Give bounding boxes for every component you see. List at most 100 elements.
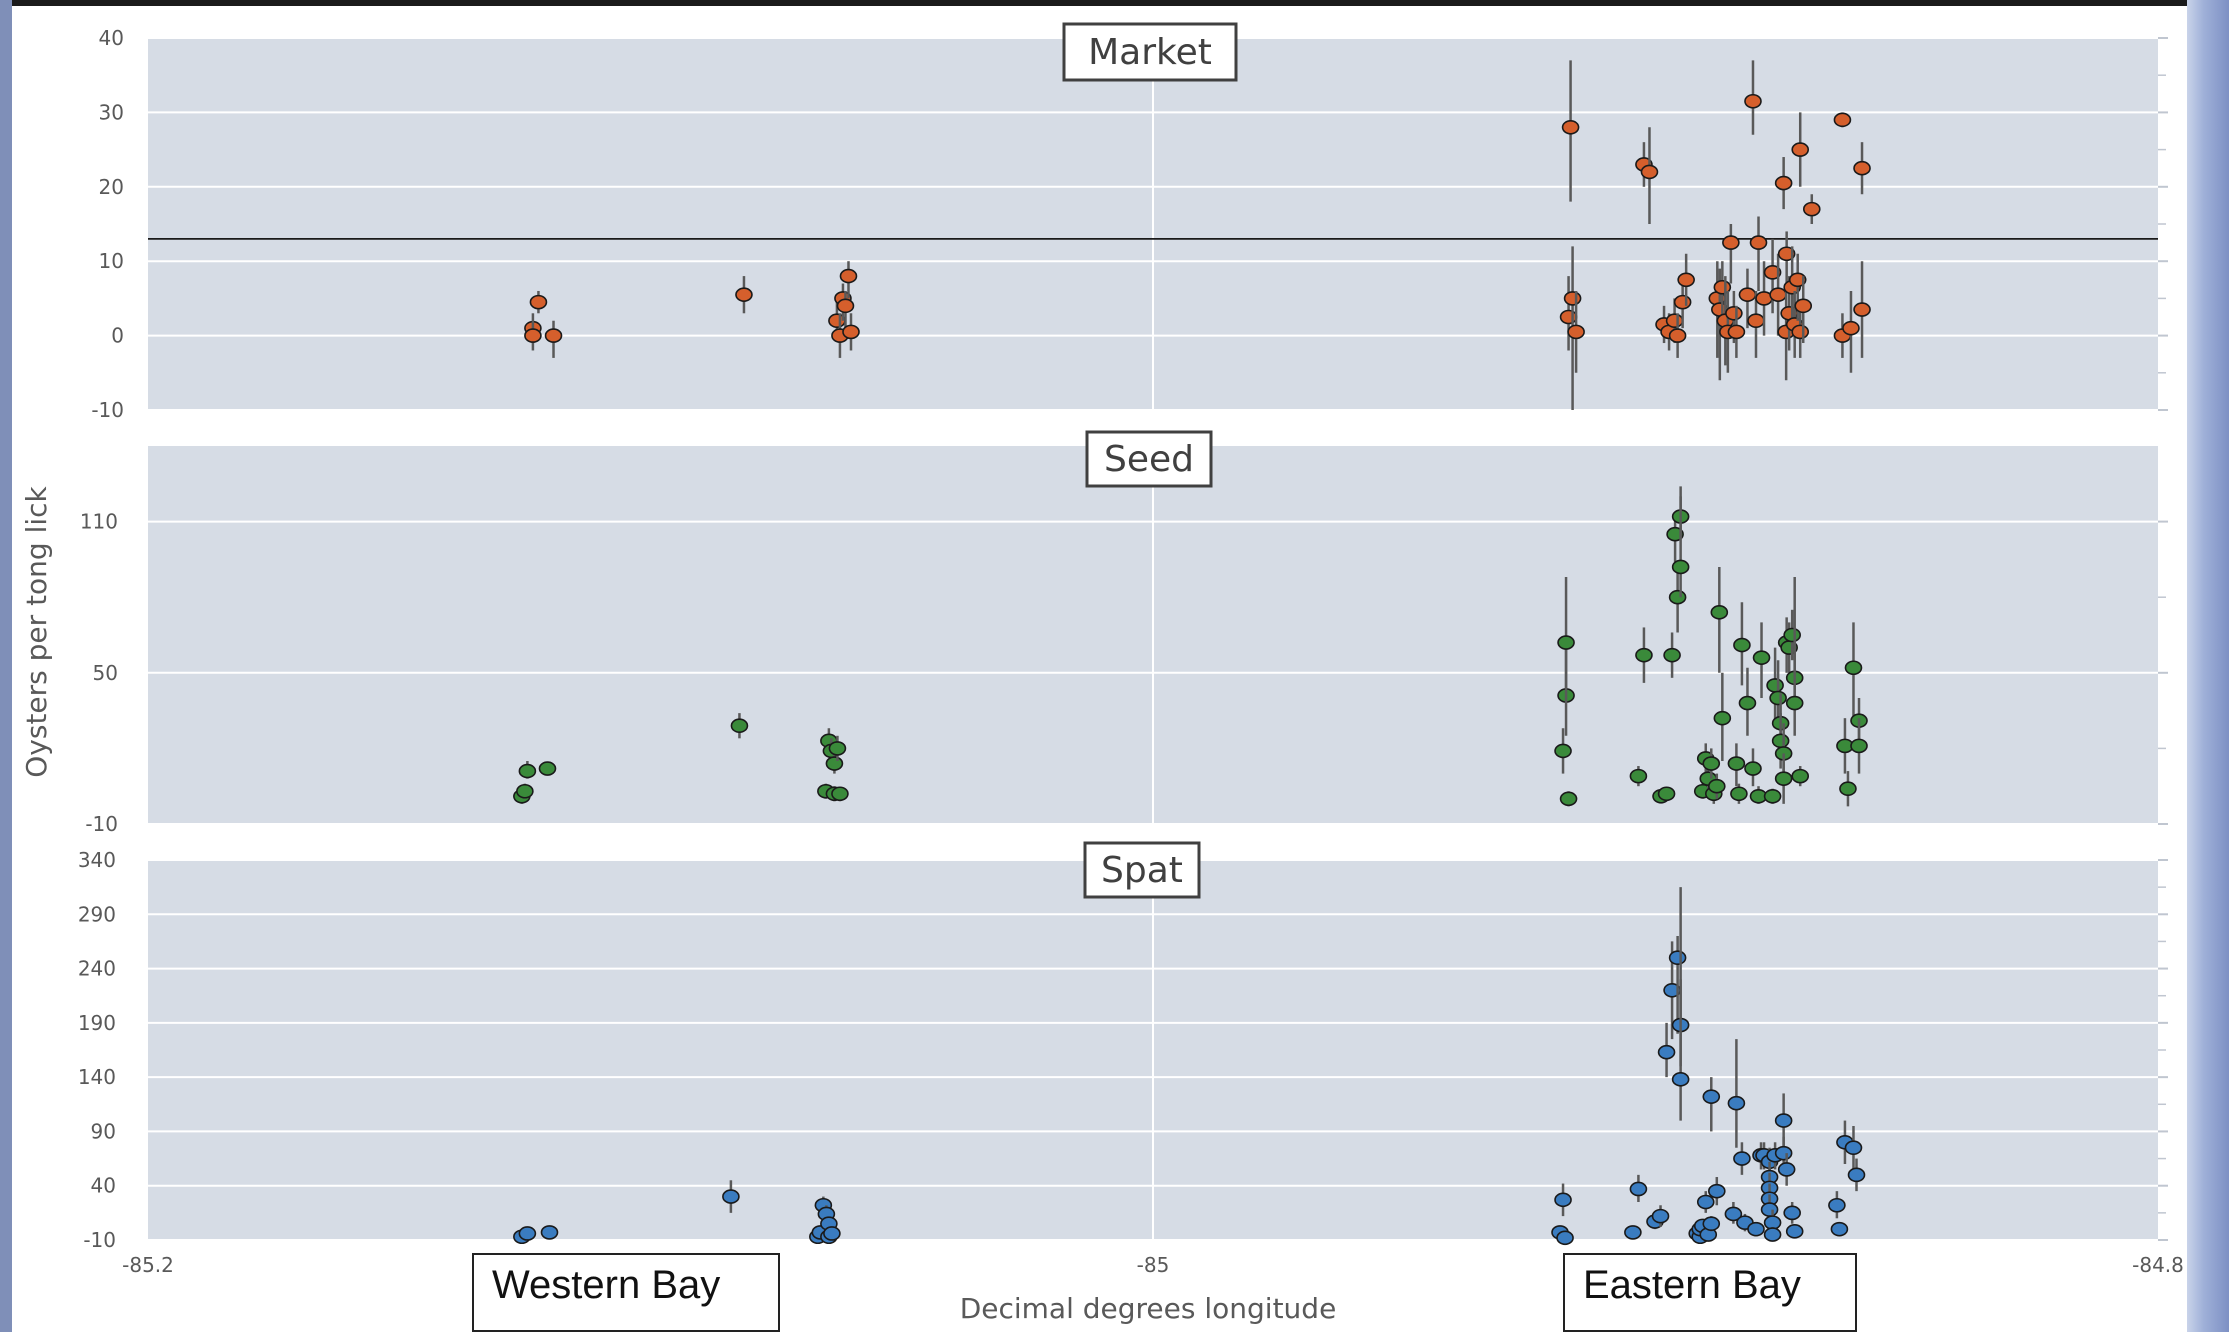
data-point <box>1708 1183 1726 1199</box>
data-point <box>1783 627 1801 643</box>
western-bay-label: Western Bay <box>472 1253 780 1332</box>
data-point <box>1766 678 1784 693</box>
y-tick-label: 340 <box>78 848 116 872</box>
data-point <box>1563 291 1582 306</box>
y-tick-label: 140 <box>78 1065 116 1089</box>
data-point <box>1663 647 1681 663</box>
data-point <box>1774 175 1793 191</box>
data-point <box>1657 1044 1676 1060</box>
data-point <box>1554 743 1572 759</box>
panel-seed: -10 50 110 Seed <box>80 430 2168 836</box>
data-point <box>1769 690 1787 706</box>
data-point <box>1788 272 1807 288</box>
window-top-edge <box>0 0 2229 6</box>
data-point <box>1624 1225 1642 1240</box>
data-point <box>1702 1089 1721 1104</box>
data-point <box>1783 1205 1801 1221</box>
data-point <box>540 1225 559 1240</box>
data-point <box>823 1226 841 1241</box>
data-point <box>1738 695 1757 711</box>
y-tick-label: -10 <box>91 398 124 422</box>
data-point <box>1657 786 1676 802</box>
y-tick-label: 10 <box>99 249 124 273</box>
y-tick-label: -10 <box>83 1228 116 1252</box>
data-point <box>1702 1216 1721 1232</box>
data-point <box>1733 637 1751 653</box>
x-tick-label: -84.8 <box>2132 1253 2184 1277</box>
data-point <box>1629 1181 1648 1197</box>
data-point <box>1774 1145 1793 1161</box>
data-point <box>1853 302 1871 317</box>
data-point <box>544 328 563 343</box>
data-point <box>1850 738 1868 754</box>
data-point <box>529 294 548 310</box>
data-point <box>518 763 537 779</box>
data-point <box>1673 294 1692 310</box>
data-point <box>1777 246 1796 262</box>
data-point <box>1853 160 1871 176</box>
y-tick-label: 30 <box>99 100 124 124</box>
data-point <box>1791 768 1810 784</box>
data-point <box>1629 768 1648 784</box>
data-point <box>1727 1095 1746 1111</box>
data-point <box>831 786 849 802</box>
data-point <box>1671 1072 1690 1087</box>
data-point <box>1556 1230 1574 1246</box>
panel-title-box <box>1085 430 1213 488</box>
data-point <box>722 1189 740 1204</box>
data-point <box>1665 313 1684 329</box>
data-point <box>1671 559 1690 575</box>
data-point <box>1791 324 1810 340</box>
data-point <box>1847 1167 1866 1183</box>
data-point <box>1727 756 1746 771</box>
data-point <box>730 718 749 734</box>
data-point <box>1559 309 1578 325</box>
data-point <box>1561 119 1580 135</box>
data-point <box>1747 313 1765 329</box>
data-point <box>1844 660 1863 676</box>
data-point <box>1635 647 1653 663</box>
data-point <box>1771 733 1790 749</box>
data-point <box>1722 235 1740 250</box>
panel-title: Spat <box>1101 850 1183 891</box>
data-point <box>1744 93 1762 109</box>
y-axis-title: Oysters per tong lick <box>20 485 53 777</box>
data-point <box>825 756 844 771</box>
panel-title: Market <box>1088 32 1212 73</box>
data-point <box>1651 1208 1670 1224</box>
data-point <box>1760 1202 1779 1217</box>
data-point <box>1785 695 1804 711</box>
data-point <box>1763 1227 1782 1242</box>
data-point <box>1559 791 1578 807</box>
eastern-bay-label: Eastern Bay <box>1563 1253 1857 1332</box>
data-point <box>1833 112 1852 128</box>
y-tick-label: 190 <box>78 1011 116 1035</box>
data-point <box>1785 1224 1804 1239</box>
data-point <box>1713 710 1732 726</box>
panel-spat: -10 40 90 140 190 240 290 340 Spat <box>78 841 2168 1252</box>
data-point <box>516 783 534 799</box>
data-point <box>1747 1221 1765 1237</box>
data-point <box>1733 1151 1751 1166</box>
panel-title: Seed <box>1104 439 1194 480</box>
data-point <box>1802 201 1821 217</box>
data-point <box>1710 605 1729 620</box>
data-point <box>1554 1192 1572 1208</box>
panel-market: -10 0 10 20 30 40 Market <box>91 22 2168 422</box>
y-tick-label: 50 <box>93 661 118 685</box>
data-point <box>1727 324 1746 340</box>
data-point <box>735 287 753 302</box>
data-point <box>1844 1140 1863 1156</box>
data-point <box>828 741 847 756</box>
window-left-border <box>0 0 12 1332</box>
x-tick-label: -85 <box>1137 1253 1170 1277</box>
data-point <box>1839 781 1857 797</box>
data-point <box>1677 272 1695 288</box>
chart-panels: -10 0 10 20 30 40 Market -10 50 110 Seed -10 40 90 140… <box>78 22 2168 1252</box>
data-point <box>1557 635 1575 650</box>
y-tick-label: 40 <box>91 1174 116 1198</box>
x-tick-label: -85.2 <box>122 1253 174 1277</box>
data-point <box>1666 526 1684 542</box>
y-tick-label: 90 <box>91 1119 116 1143</box>
